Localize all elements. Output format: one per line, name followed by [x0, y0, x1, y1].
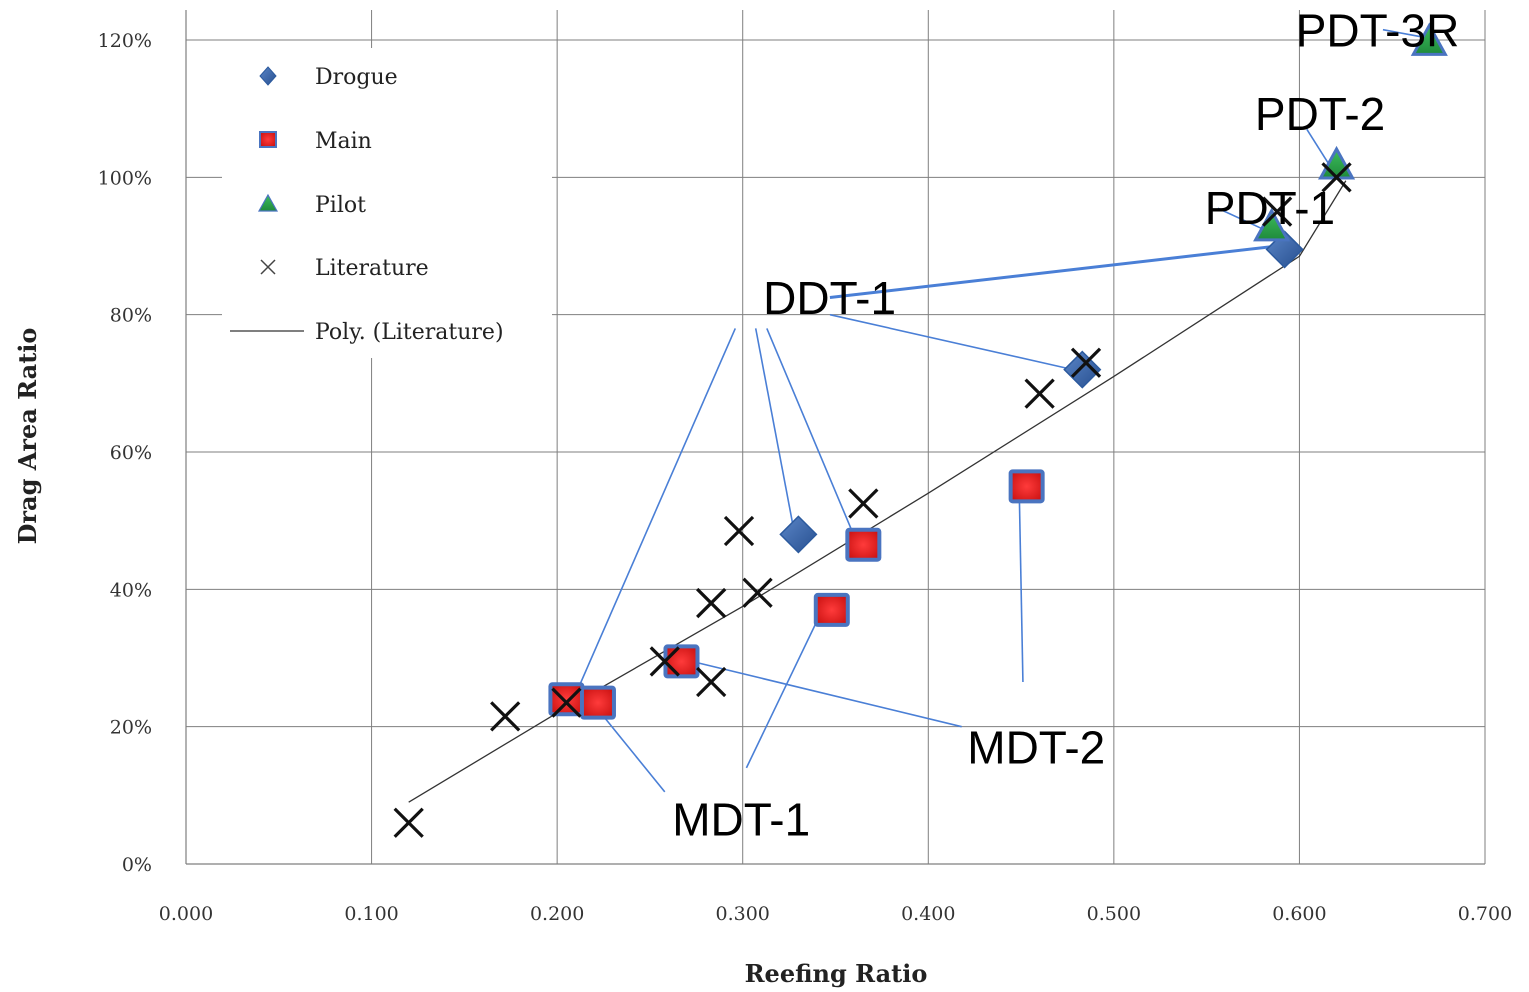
legend-main-label: Main — [315, 129, 372, 154]
y-tick-label: 20% — [110, 717, 152, 739]
main-point — [847, 530, 879, 560]
main-point — [582, 688, 614, 718]
leader-line-mdt-1 — [598, 710, 665, 792]
annotation-ddt-1: DDT-1 — [763, 272, 896, 324]
annotation-pdt-2: PDT-2 — [1255, 88, 1385, 140]
y-tick-label: 60% — [110, 442, 152, 464]
literature-point — [1026, 380, 1054, 408]
literature-point — [744, 579, 772, 607]
y-tick-label: 0% — [122, 854, 152, 876]
annotation-pdt-1: PDT-1 — [1205, 182, 1335, 234]
x-tick-label: 0.500 — [1087, 903, 1141, 925]
legend-poly-label: Poly. (Literature) — [315, 320, 504, 345]
literature-point — [697, 668, 725, 696]
legend-drogue-label: Drogue — [315, 65, 398, 90]
legend-pilot-label: Pilot — [315, 193, 366, 218]
literature-point — [849, 490, 877, 518]
leader-line-mdt-2 — [1019, 490, 1023, 682]
main-point — [1011, 471, 1043, 501]
x-axis-title: Reefing Ratio — [745, 959, 928, 988]
leader-line-ddt-1 — [767, 328, 858, 544]
literature-point — [491, 702, 519, 730]
x-tick-label: 0.600 — [1272, 903, 1326, 925]
legend-main-marker — [260, 132, 276, 147]
leader-line-ddt-1 — [756, 328, 795, 534]
x-tick-label: 0.300 — [716, 903, 770, 925]
y-axis-title: Drag Area Ratio — [13, 328, 42, 545]
x-tick-label: 0.400 — [901, 903, 955, 925]
leader-line-ddt-1 — [830, 246, 1277, 298]
drogue-point — [780, 516, 816, 552]
annotation-labels: PDT-3R PDT-2 PDT-1 DDT-1 MDT-2 MDT-1 — [672, 4, 1459, 845]
leader-line-ddt-1 — [572, 328, 735, 702]
annotation-leaders — [572, 30, 1420, 792]
legend-literature-label: Literature — [315, 256, 429, 281]
main-point — [665, 646, 697, 676]
x-tick-label: 0.200 — [530, 903, 584, 925]
y-tick-label: 40% — [110, 579, 152, 601]
data-markers — [395, 25, 1446, 836]
pilot-point — [1321, 149, 1353, 178]
literature-point — [395, 809, 423, 837]
y-tick-label: 120% — [98, 30, 152, 52]
x-tick-label: 0.700 — [1458, 903, 1512, 925]
x-tick-label: 0.000 — [159, 903, 213, 925]
literature-point — [697, 589, 725, 617]
y-tick-label: 80% — [110, 305, 152, 327]
main-point — [550, 684, 582, 714]
y-tick-label: 100% — [98, 167, 152, 189]
annotation-pdt-3r: PDT-3R — [1296, 4, 1460, 56]
annotation-mdt-1: MDT-1 — [672, 793, 810, 845]
x-tick-label: 0.100 — [344, 903, 398, 925]
literature-point — [725, 517, 753, 545]
annotation-mdt-2: MDT-2 — [967, 721, 1105, 773]
main-point — [816, 595, 848, 625]
legend: Drogue Main Pilot Literature Poly. (Lite… — [222, 48, 552, 358]
